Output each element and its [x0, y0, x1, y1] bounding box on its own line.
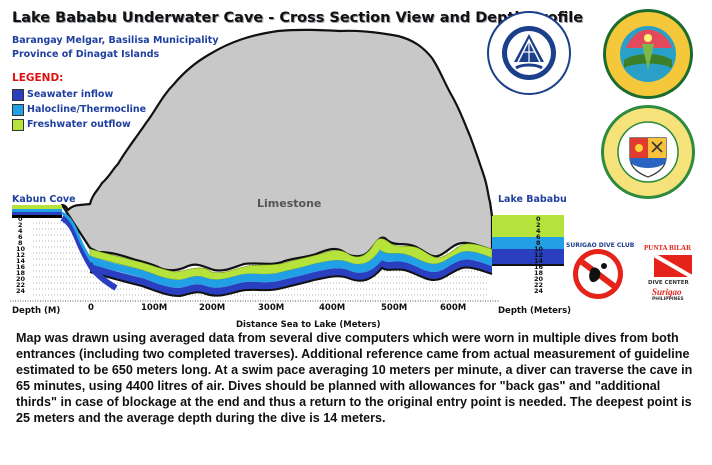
legend-title: LEGEND: [12, 72, 64, 84]
legend-label-halocline: Halocline/Thermocline [27, 104, 147, 115]
depth-tick: 24 [16, 287, 26, 295]
depth-tick: 18 [16, 269, 26, 277]
location-line-2: Province of Dinagat Islands [12, 49, 160, 60]
depth-scale-left: 0 2 4 6 8 10 12 14 16 18 20 22 24 [16, 215, 26, 295]
diver-flag-icon [652, 253, 694, 279]
punta-bilar-logo: PUNTA BILAR DIVE CENTER Surigao PHILIPPI… [638, 244, 708, 302]
depth-tick: 16 [16, 263, 26, 271]
legend-swatch-halocline [12, 103, 24, 116]
depth-tick: 14 [16, 257, 26, 265]
distance-tick: 600M [440, 303, 466, 313]
surigao-script: Surigao [652, 287, 682, 297]
distance-tick: 100M [141, 303, 167, 313]
dinagat-province-seal [602, 8, 694, 100]
depth-tick: 8 [536, 239, 541, 247]
legend-label-seawater: Seawater inflow [27, 89, 114, 100]
depth-tick: 22 [534, 281, 543, 289]
depth-tick: 8 [18, 239, 23, 247]
depth-tick: 12 [534, 251, 543, 259]
legend-item-halocline: Halocline/Thermocline [12, 103, 146, 116]
dive-club-name: SURIGAO DIVE CLUB [566, 242, 635, 249]
depth-tick: 18 [534, 269, 544, 277]
distance-tick: 200M [199, 303, 225, 313]
distance-tick: 400M [319, 303, 345, 313]
distance-tick: 500M [381, 303, 407, 313]
dinagat-seal-graphic [603, 9, 693, 99]
page-title: Lake Bababu Underwater Cave - Cross Sect… [12, 10, 584, 26]
distance-axis: 0 100M 200M 300M 400M 500M 600M [88, 303, 466, 313]
surigao-dive-club-logo: SURIGAO DIVE CLUB [562, 242, 634, 302]
basilisa-municipal-seal [600, 104, 696, 200]
depth-tick: 0 [18, 215, 23, 223]
legend-item-seawater: Seawater inflow [12, 88, 113, 101]
depth-tick: 2 [536, 221, 541, 229]
philippines-label: PHILIPPINES [652, 297, 684, 302]
cave-floor [89, 266, 493, 298]
dive-club-graphic [573, 249, 623, 299]
lake-bababu-label: Lake Bababu [498, 194, 567, 205]
x-axis-title: Distance Sea to Lake (Meters) [236, 320, 381, 330]
punta-bilar-name: PUNTA BILAR [644, 244, 692, 252]
kabun-cove-label: Kabun Cove [12, 194, 76, 205]
depth-tick: 12 [16, 251, 25, 259]
depth-tick: 20 [534, 275, 544, 283]
description-paragraph: Map was drawn using averaged data from s… [16, 331, 693, 425]
depth-tick: 2 [18, 221, 23, 229]
depth-tick: 4 [18, 227, 23, 235]
depth-axis-label-right: Depth (Meters) [498, 306, 571, 316]
legend-label-freshwater: Freshwater outflow [27, 119, 131, 130]
legend-swatch-seawater [12, 88, 24, 101]
depth-tick: 22 [16, 281, 25, 289]
seawater-band [90, 259, 492, 296]
basilisa-seal-graphic [601, 105, 695, 199]
depth-tick: 10 [534, 245, 544, 253]
denr-seal-graphic [487, 11, 571, 95]
depth-tick: 10 [16, 245, 26, 253]
legend-swatch-freshwater [12, 118, 24, 131]
depth-tick: 6 [18, 233, 23, 241]
distance-tick: 300M [258, 303, 284, 313]
depth-axis-label-left: Depth (M) [12, 306, 60, 316]
depth-tick: 6 [536, 233, 541, 241]
denr-seal [486, 10, 572, 96]
kabun-cove-entrance [12, 205, 118, 291]
depth-tick: 14 [534, 257, 544, 265]
depth-scale-right: 0 2 4 6 8 10 12 14 16 18 20 22 24 [534, 215, 544, 295]
legend-item-freshwater: Freshwater outflow [12, 118, 131, 131]
depth-tick: 20 [16, 275, 26, 283]
dive-center-label: DIVE CENTER [648, 280, 689, 286]
location-line-1: Barangay Melgar, Basilisa Municipality [12, 35, 219, 46]
limestone-mass [60, 28, 494, 272]
depth-tick: 0 [536, 215, 541, 223]
limestone-label: Limestone [257, 197, 321, 210]
depth-tick: 4 [536, 227, 541, 235]
halocline-band [90, 250, 492, 288]
distance-tick: 0 [88, 303, 94, 313]
lake-bababu-basin [489, 201, 564, 266]
depth-tick: 16 [534, 263, 544, 271]
depth-tick: 24 [534, 287, 544, 295]
